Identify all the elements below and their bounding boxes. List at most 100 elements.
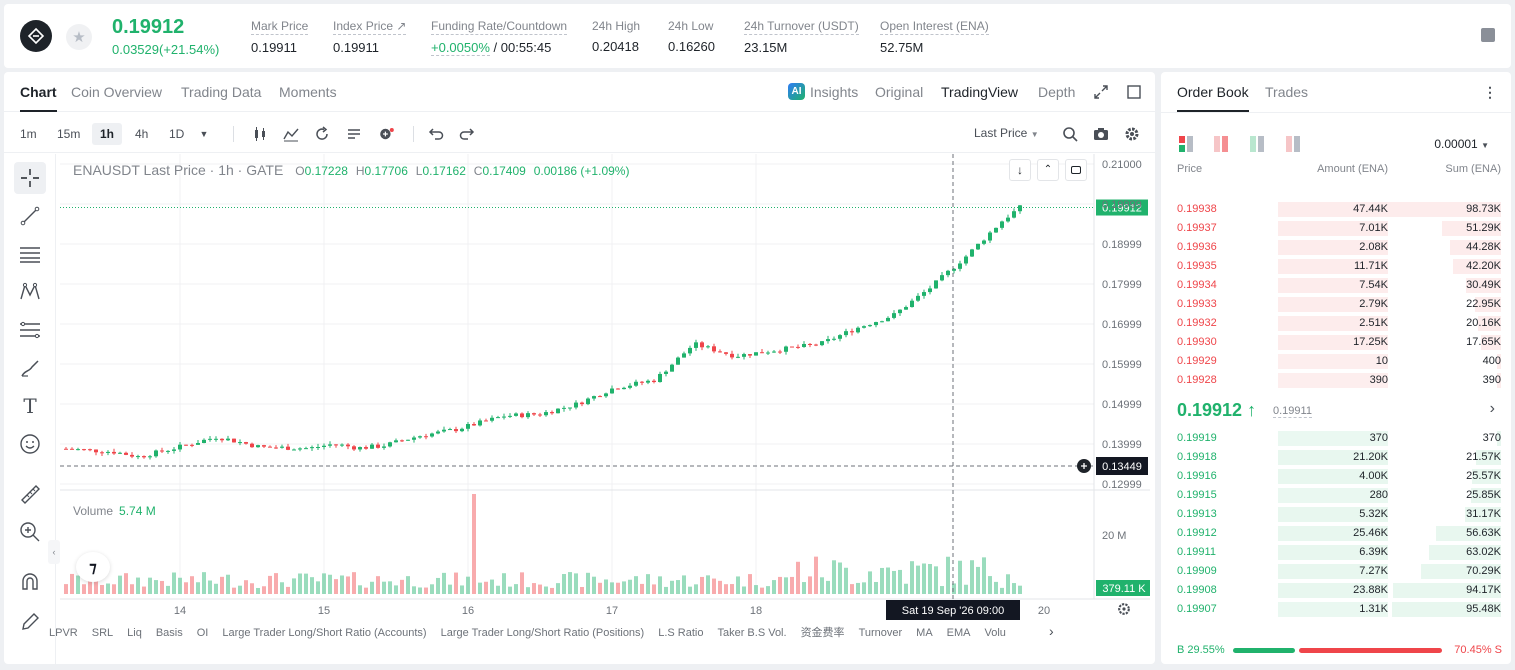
indicator-item[interactable]: LPVR: [49, 627, 78, 639]
timeframe-1d[interactable]: 1D: [169, 127, 185, 141]
redo-icon[interactable]: [459, 126, 475, 142]
indicator-next-icon[interactable]: ›: [1049, 623, 1054, 639]
crosshair-tool-icon[interactable]: [14, 162, 46, 194]
bid-row[interactable]: 0.19915 280 25.85K: [1161, 486, 1511, 505]
ask-row[interactable]: 0.19932 2.51K 20.16K: [1161, 314, 1511, 333]
collapse-icon[interactable]: ⌃: [1037, 159, 1059, 181]
pencil-lock-icon[interactable]: [14, 606, 46, 638]
scroll-to-realtime-icon[interactable]: ↓: [1009, 159, 1031, 181]
fib-tool-icon[interactable]: [14, 314, 46, 346]
tab-chart[interactable]: Chart: [20, 84, 57, 112]
ask-row[interactable]: 0.19929 10 400: [1161, 352, 1511, 371]
maximize-pane-icon[interactable]: [1065, 159, 1087, 181]
camera-icon[interactable]: [1093, 126, 1109, 142]
trend-line-tool-icon[interactable]: [14, 200, 46, 232]
ask-row[interactable]: 0.19936 2.08K 44.28K: [1161, 238, 1511, 257]
collapse-sidebar-icon[interactable]: ‹: [48, 540, 60, 564]
emoji-tool-icon[interactable]: [14, 428, 46, 460]
ask-row[interactable]: 0.19933 2.79K 22.95K: [1161, 295, 1511, 314]
bid-row[interactable]: 0.19911 6.39K 63.02K: [1161, 543, 1511, 562]
ruler-tool-icon[interactable]: [14, 478, 46, 510]
indicator-item[interactable]: SRL: [91, 627, 114, 639]
stat-index-price[interactable]: Index Price ↗ 0.19911: [333, 18, 407, 55]
indicator-item[interactable]: Large Trader Long/Short Ratio (Accounts): [222, 627, 427, 639]
view-tradingview[interactable]: TradingView: [941, 84, 1019, 100]
indicator-item[interactable]: 资金费率: [800, 627, 845, 639]
bid-row[interactable]: 0.19912 25.46K 56.63K: [1161, 524, 1511, 543]
stat-funding-rate[interactable]: Funding Rate/Countdown +0.0050% / 00:55:…: [431, 18, 568, 56]
stat-open-interest[interactable]: Open Interest (ENA) 52.75M: [880, 18, 989, 55]
text-tool-icon[interactable]: T: [23, 394, 37, 418]
bid-row[interactable]: 0.19916 4.00K 25.57K: [1161, 467, 1511, 486]
timeframe-15m[interactable]: 15m: [57, 127, 81, 141]
bid-row[interactable]: 0.19909 7.27K 70.29K: [1161, 562, 1511, 581]
add-alert-icon[interactable]: [379, 126, 395, 142]
indicator-item[interactable]: OI: [196, 627, 209, 639]
indicator-item[interactable]: Liq: [127, 627, 142, 639]
price-source-select[interactable]: Last Price ▼: [974, 126, 1039, 140]
indicator-item[interactable]: L.S Ratio: [658, 627, 704, 639]
price-axis-label: 0.13999: [1102, 439, 1142, 451]
indicator-item[interactable]: Turnover: [858, 627, 903, 639]
favorite-star-icon[interactable]: ★: [66, 24, 92, 50]
brush-tool-icon[interactable]: [14, 352, 46, 384]
window-icon[interactable]: [1127, 85, 1141, 99]
indicator-item[interactable]: EMA: [946, 627, 971, 639]
ask-row[interactable]: 0.19938 47.44K 98.73K: [1161, 200, 1511, 219]
view-insights[interactable]: Insights: [810, 84, 859, 100]
expand-icon[interactable]: [1094, 85, 1108, 99]
price-chart[interactable]: 0.19912 0.13449 0.21000 0.19999 0.18999 0.179…: [60, 154, 1150, 664]
tab-coin-overview[interactable]: Coin Overview: [71, 84, 163, 100]
bid-row[interactable]: 0.19919 370 370: [1161, 429, 1511, 448]
volume-bar: [844, 567, 848, 594]
chart-settings-gear-icon[interactable]: [1117, 602, 1131, 616]
tab-order-book[interactable]: Order Book: [1177, 84, 1249, 112]
indicator-item[interactable]: Taker B.S Vol.: [717, 627, 787, 639]
chevron-down-icon[interactable]: ▼: [199, 129, 209, 139]
indicators-icon[interactable]: [283, 126, 299, 142]
undo-icon[interactable]: [428, 126, 444, 142]
crosshair-time-tag-bg: [886, 600, 1020, 620]
bid-row[interactable]: 0.19913 5.32K 31.17K: [1161, 505, 1511, 524]
gear-icon[interactable]: [1124, 126, 1140, 142]
indicator-item[interactable]: Large Trader Long/Short Ratio (Positions…: [440, 627, 645, 639]
view-depth[interactable]: Depth: [1038, 84, 1076, 100]
pattern-tool-icon[interactable]: [14, 276, 46, 308]
timeframe-1m[interactable]: 1m: [20, 127, 37, 141]
indicator-item[interactable]: Volu: [984, 627, 1006, 639]
horizontal-lines-tool-icon[interactable]: [14, 238, 46, 270]
indicator-item[interactable]: MA: [916, 627, 933, 639]
ask-row[interactable]: 0.19937 7.01K 51.29K: [1161, 219, 1511, 238]
view-original[interactable]: Original: [875, 84, 924, 100]
ask-row[interactable]: 0.19934 7.54K 30.49K: [1161, 276, 1511, 295]
bid-row[interactable]: 0.19908 23.88K 94.17K: [1161, 581, 1511, 600]
view-bids-asks-icon[interactable]: [1214, 136, 1230, 152]
chevron-right-icon[interactable]: ›: [1489, 400, 1495, 417]
view-both-icon[interactable]: [1179, 136, 1195, 152]
replay-icon[interactable]: [314, 126, 330, 142]
tab-trades[interactable]: Trades: [1265, 84, 1309, 100]
tab-moments[interactable]: Moments: [279, 84, 337, 100]
timeframe-1h[interactable]: 1h: [92, 123, 123, 145]
stat-mark-price[interactable]: Mark Price 0.19911: [251, 18, 309, 55]
calculator-icon[interactable]: [1481, 28, 1495, 42]
timeframe-4h[interactable]: 4h: [135, 127, 149, 141]
zoom-in-icon[interactable]: [14, 516, 46, 548]
magnet-icon[interactable]: [14, 566, 46, 598]
templates-icon[interactable]: [346, 126, 362, 142]
more-options-icon[interactable]: ⋮: [1483, 84, 1497, 100]
ask-row[interactable]: 0.19935 11.71K 42.20K: [1161, 257, 1511, 276]
ask-row[interactable]: 0.19928 390 390: [1161, 371, 1511, 390]
precision-select[interactable]: 0.00001 ▼: [1434, 137, 1489, 151]
bid-row[interactable]: 0.19918 21.20K 21.57K: [1161, 448, 1511, 467]
ask-row[interactable]: 0.19930 17.25K 17.65K: [1161, 333, 1511, 352]
indicator-item[interactable]: Basis: [155, 627, 183, 639]
stat-24h-turnover[interactable]: 24h Turnover (USDT) 23.15M: [744, 18, 859, 55]
view-asks-icon[interactable]: [1286, 136, 1302, 152]
view-bids-icon[interactable]: [1250, 136, 1266, 152]
tab-trading-data[interactable]: Trading Data: [181, 84, 262, 100]
bid-row[interactable]: 0.19907 1.31K 95.48K: [1161, 600, 1511, 619]
volume-bar: [454, 572, 458, 594]
candle-type-icon[interactable]: [252, 126, 268, 142]
search-icon[interactable]: [1062, 126, 1078, 142]
